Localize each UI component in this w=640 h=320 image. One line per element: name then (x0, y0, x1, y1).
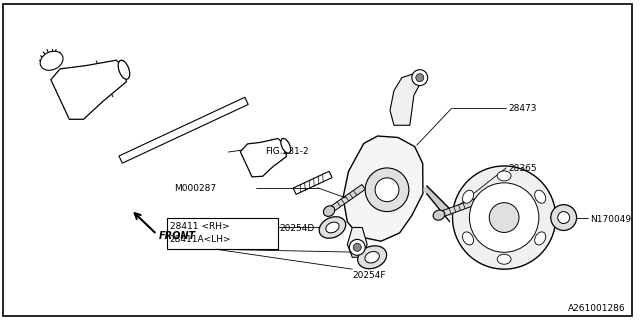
Text: 20254D: 20254D (280, 223, 315, 233)
Ellipse shape (463, 232, 474, 245)
Circle shape (365, 168, 409, 212)
Circle shape (416, 74, 424, 82)
Circle shape (375, 178, 399, 202)
Ellipse shape (497, 171, 511, 181)
Ellipse shape (326, 222, 339, 233)
Circle shape (551, 205, 577, 230)
Ellipse shape (534, 190, 546, 203)
Circle shape (452, 166, 556, 269)
Polygon shape (119, 97, 248, 163)
Polygon shape (436, 197, 483, 219)
Polygon shape (325, 184, 365, 215)
Ellipse shape (534, 232, 546, 245)
Bar (167, 218, 278, 249)
Text: N170049: N170049 (591, 215, 632, 224)
Ellipse shape (40, 51, 63, 70)
Polygon shape (51, 60, 126, 119)
Text: 28473: 28473 (508, 104, 536, 113)
Ellipse shape (497, 254, 511, 264)
Text: 28365: 28365 (508, 164, 537, 173)
Ellipse shape (463, 190, 474, 203)
Polygon shape (390, 74, 422, 125)
Polygon shape (348, 228, 367, 257)
Text: M000287: M000287 (173, 184, 216, 193)
Circle shape (349, 239, 365, 255)
Ellipse shape (281, 139, 291, 153)
Text: FRONT: FRONT (159, 231, 196, 242)
Ellipse shape (365, 252, 380, 263)
Text: A261001286: A261001286 (568, 304, 625, 313)
Ellipse shape (118, 60, 130, 79)
Polygon shape (240, 139, 286, 177)
Ellipse shape (358, 246, 387, 269)
Circle shape (412, 70, 428, 85)
Ellipse shape (323, 206, 335, 216)
Circle shape (469, 183, 539, 252)
Circle shape (557, 212, 570, 223)
Polygon shape (293, 171, 332, 194)
Text: FIG.281-2: FIG.281-2 (265, 147, 308, 156)
Ellipse shape (433, 210, 445, 220)
Text: 20254F: 20254F (352, 271, 386, 280)
Circle shape (489, 203, 519, 232)
Text: 28411 <RH>: 28411 <RH> (170, 221, 229, 230)
Ellipse shape (476, 175, 496, 260)
Ellipse shape (319, 217, 346, 238)
Text: 28411A<LH>: 28411A<LH> (170, 236, 231, 244)
Circle shape (353, 244, 361, 251)
Polygon shape (343, 136, 423, 241)
